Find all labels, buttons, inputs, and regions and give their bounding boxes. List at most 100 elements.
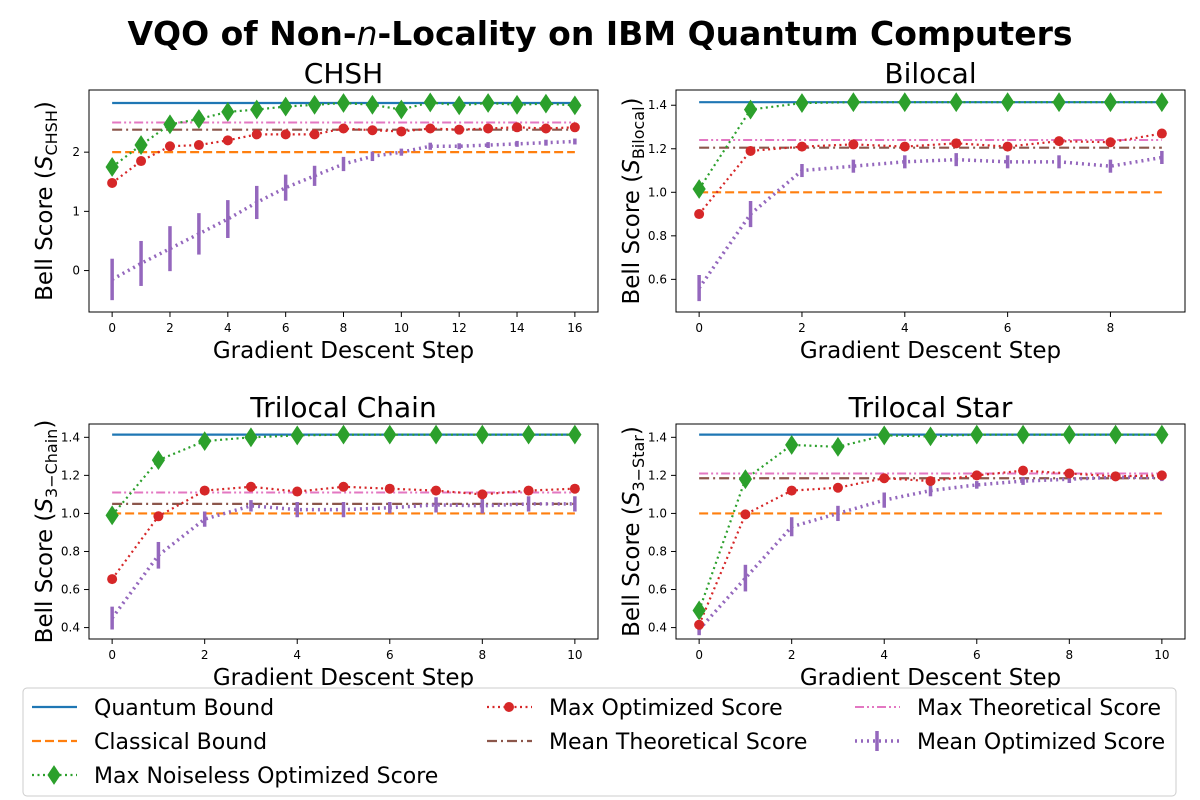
legend-frame — [22, 687, 1177, 797]
noiseless-point — [365, 94, 380, 115]
max-optimized-point — [431, 485, 442, 496]
noiseless-point — [568, 424, 582, 445]
noiseless-line — [111, 101, 575, 168]
noiseless-point — [336, 424, 351, 445]
y-tick-label: 0.4 — [61, 621, 80, 635]
max-optimized-point — [786, 485, 797, 496]
x-tick-label: 6 — [1004, 321, 1012, 335]
figure-title-italic: n — [357, 14, 378, 53]
max-optimized-point — [694, 619, 705, 630]
y-tick-label: 1.4 — [648, 430, 667, 444]
subplot-title: CHSH — [304, 57, 383, 90]
noiseless-point — [795, 93, 809, 113]
x-tick-label: 4 — [880, 648, 888, 662]
max-optimized-point — [971, 470, 982, 481]
legend-label-max-theoretical: Max Theoretical Score — [917, 696, 1161, 721]
max-optimized-point — [523, 485, 534, 496]
legend-label-mean-optimized: Mean Optimized Score — [917, 730, 1165, 755]
max-optimized-point — [832, 482, 843, 493]
max-optimized-point — [694, 209, 705, 220]
max-optimized-point — [245, 481, 256, 492]
legend-entry-max-theoretical: Max Theoretical Score — [855, 696, 1161, 721]
noiseless-point — [290, 425, 304, 446]
x-tick-label: 10 — [394, 321, 409, 335]
noiseless-point — [336, 93, 351, 113]
noiseless-point — [221, 102, 235, 122]
x-tick-label: 2 — [788, 648, 796, 662]
legend-entry-max-optimized: Max Optimized Score — [487, 696, 783, 721]
max-optimized-point — [396, 126, 407, 137]
max-optimized-point — [1156, 470, 1167, 481]
plot-frame — [675, 89, 1186, 313]
noiseless-point — [831, 436, 845, 457]
noiseless-point — [970, 424, 984, 445]
y-axis-label: Bell Score (S3−Chain) — [32, 420, 61, 644]
x-tick-label: 6 — [973, 648, 981, 662]
max-optimized-point — [879, 473, 890, 484]
noiseless-line — [698, 101, 1162, 190]
noiseless-point — [307, 94, 322, 115]
max-optimized-point — [251, 129, 262, 140]
noiseless-point — [452, 95, 466, 116]
max-optimized-point — [848, 139, 859, 150]
legend-entry-mean-optimized: Mean Optimized Score — [855, 730, 1165, 755]
max-optimized-point — [483, 123, 494, 134]
y-tick-label: 0.4 — [648, 621, 667, 635]
noiseless-point — [568, 95, 582, 116]
y-tick-label: 0.6 — [648, 583, 667, 597]
x-axis-label: Gradient Descent Step — [213, 338, 474, 364]
noiseless-point — [1016, 424, 1030, 445]
noiseless-point — [521, 424, 536, 445]
legend-swatch-mean-optimized — [855, 731, 900, 751]
max-optimized-point — [477, 489, 488, 500]
max-optimized-point — [1105, 137, 1116, 148]
noiseless-point — [423, 92, 437, 113]
noiseless-point — [539, 93, 553, 114]
max-optimized-point — [384, 483, 395, 494]
x-tick-label: 0 — [108, 648, 116, 662]
subplot-title: Bilocal — [884, 57, 976, 90]
legend-swatch-max-optimized — [487, 702, 532, 712]
y-tick-label: 1.0 — [61, 506, 80, 520]
noiseless-point — [383, 424, 397, 445]
noiseless-point — [1108, 424, 1123, 445]
figure-title-suffix: -Locality on IBM Quantum Computers — [378, 14, 1073, 53]
subplot-title: Trilocal Star — [848, 391, 1013, 424]
noiseless-point — [279, 96, 293, 117]
max-optimized-point — [425, 123, 436, 134]
x-axis-label: Gradient Descent Step — [800, 665, 1061, 691]
noiseless-point — [244, 427, 258, 448]
swatch-marker — [47, 765, 61, 785]
max-optimized-point — [153, 511, 164, 522]
x-tick-label: 2 — [798, 321, 806, 335]
subplot-trilocal-star: Trilocal Star 0 2 4 6 8 10 0.4 0.6 0.8 1.0 1.2 1.4 Gr… — [619, 391, 1186, 691]
figure-title-prefix: VQO of Non- — [127, 14, 356, 53]
x-tick-label: 4 — [901, 321, 909, 335]
max-optimized-point — [951, 138, 962, 149]
noiseless-point — [1062, 424, 1076, 445]
y-tick-label: 0.8 — [648, 544, 667, 558]
noiseless-point — [198, 431, 212, 452]
noiseless-point — [250, 99, 264, 120]
x-tick-label: 0 — [108, 321, 116, 335]
max-optimized-point — [1002, 141, 1013, 152]
noiseless-point — [846, 92, 860, 113]
max-optimized-point — [1018, 465, 1029, 476]
noiseless-point — [394, 99, 408, 120]
legend-label-quantum: Quantum Bound — [94, 696, 274, 721]
x-tick-label: 2 — [166, 321, 174, 335]
noiseless-point — [785, 435, 799, 455]
x-tick-label: 2 — [201, 648, 209, 662]
max-optimized-point — [292, 486, 303, 497]
x-tick-label: 14 — [509, 321, 524, 335]
legend-entry-noiseless: Max Noiseless Optimized Score — [32, 764, 438, 789]
y-tick-label: 1.2 — [61, 468, 80, 482]
y-tick-label: 1.4 — [648, 98, 667, 112]
subplot-bilocal: Bilocal 0 2 4 6 8 0.6 0.8 1.0 1.2 1.4 Gradient Desc… — [619, 57, 1186, 364]
x-axis-label: Gradient Descent Step — [800, 338, 1061, 364]
legend-swatch-noiseless — [32, 765, 77, 785]
swatch-marker — [504, 702, 514, 712]
x-tick-label: 4 — [224, 321, 232, 335]
noiseless-point — [134, 135, 148, 155]
